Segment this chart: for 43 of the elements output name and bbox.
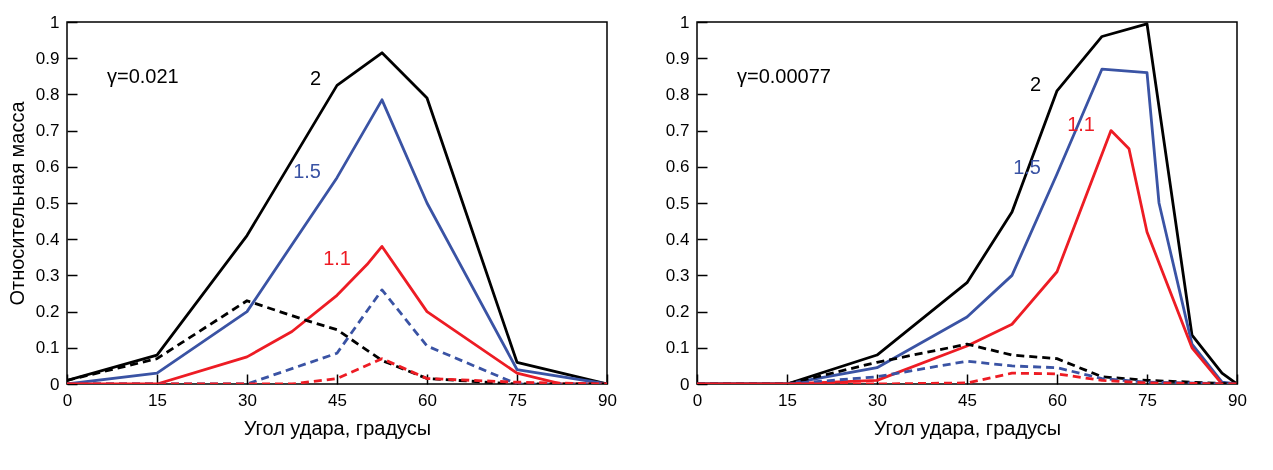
y-tick-label: 0.5 <box>35 193 60 213</box>
x-tick-label: 90 <box>1228 390 1247 410</box>
y-tick-label: 0.1 <box>665 338 690 358</box>
y-tick-label: 0.7 <box>665 121 690 141</box>
y-tick-label: 0.8 <box>665 84 690 104</box>
annotation: γ=0.00077 <box>737 65 831 87</box>
x-tick-label: 45 <box>328 390 347 410</box>
annotation: γ=0.021 <box>107 65 179 87</box>
x-tick-label: 60 <box>1048 390 1067 410</box>
series-label: 1.1 <box>323 246 351 269</box>
x-tick-label: 30 <box>868 390 887 410</box>
y-tick-label: 0.7 <box>35 121 60 141</box>
y-tick-label: 0 <box>50 374 60 394</box>
y-tick-label: 0 <box>680 374 690 394</box>
y-tick-label: 0.9 <box>35 48 60 68</box>
y-tick-label: 0.3 <box>35 265 60 285</box>
y-axis-title: Относительная масса <box>5 100 28 306</box>
y-tick-label: 0.4 <box>35 229 60 249</box>
y-tick-label: 0.6 <box>35 157 60 177</box>
x-axis-title: Угол удара, градусы <box>873 416 1062 439</box>
series-label: 1.5 <box>293 159 321 182</box>
x-axis-title: Угол удара, градусы <box>243 416 432 439</box>
y-tick-label: 0.3 <box>665 265 690 285</box>
x-tick-label: 15 <box>778 390 797 410</box>
x-tick-label: 30 <box>238 390 257 410</box>
series-label: 2 <box>309 67 321 90</box>
y-tick-label: 1 <box>680 12 690 32</box>
y-tick-label: 0.9 <box>665 48 690 68</box>
y-tick-label: 0.8 <box>35 84 60 104</box>
x-tick-label: 90 <box>598 390 617 410</box>
x-tick-label: 45 <box>958 390 977 410</box>
y-tick-label: 0.1 <box>35 338 60 358</box>
y-tick-label: 1 <box>50 12 60 32</box>
x-tick-label: 60 <box>418 390 437 410</box>
y-tick-label: 0.2 <box>35 302 60 322</box>
x-tick-label: 75 <box>1138 390 1157 410</box>
y-tick-label: 0.2 <box>665 302 690 322</box>
series-label: 2 <box>1029 72 1041 95</box>
y-tick-label: 0.6 <box>665 157 690 177</box>
y-tick-label: 0.4 <box>665 229 690 249</box>
y-tick-label: 0.5 <box>665 193 690 213</box>
x-tick-label: 15 <box>148 390 167 410</box>
x-tick-label: 75 <box>508 390 527 410</box>
